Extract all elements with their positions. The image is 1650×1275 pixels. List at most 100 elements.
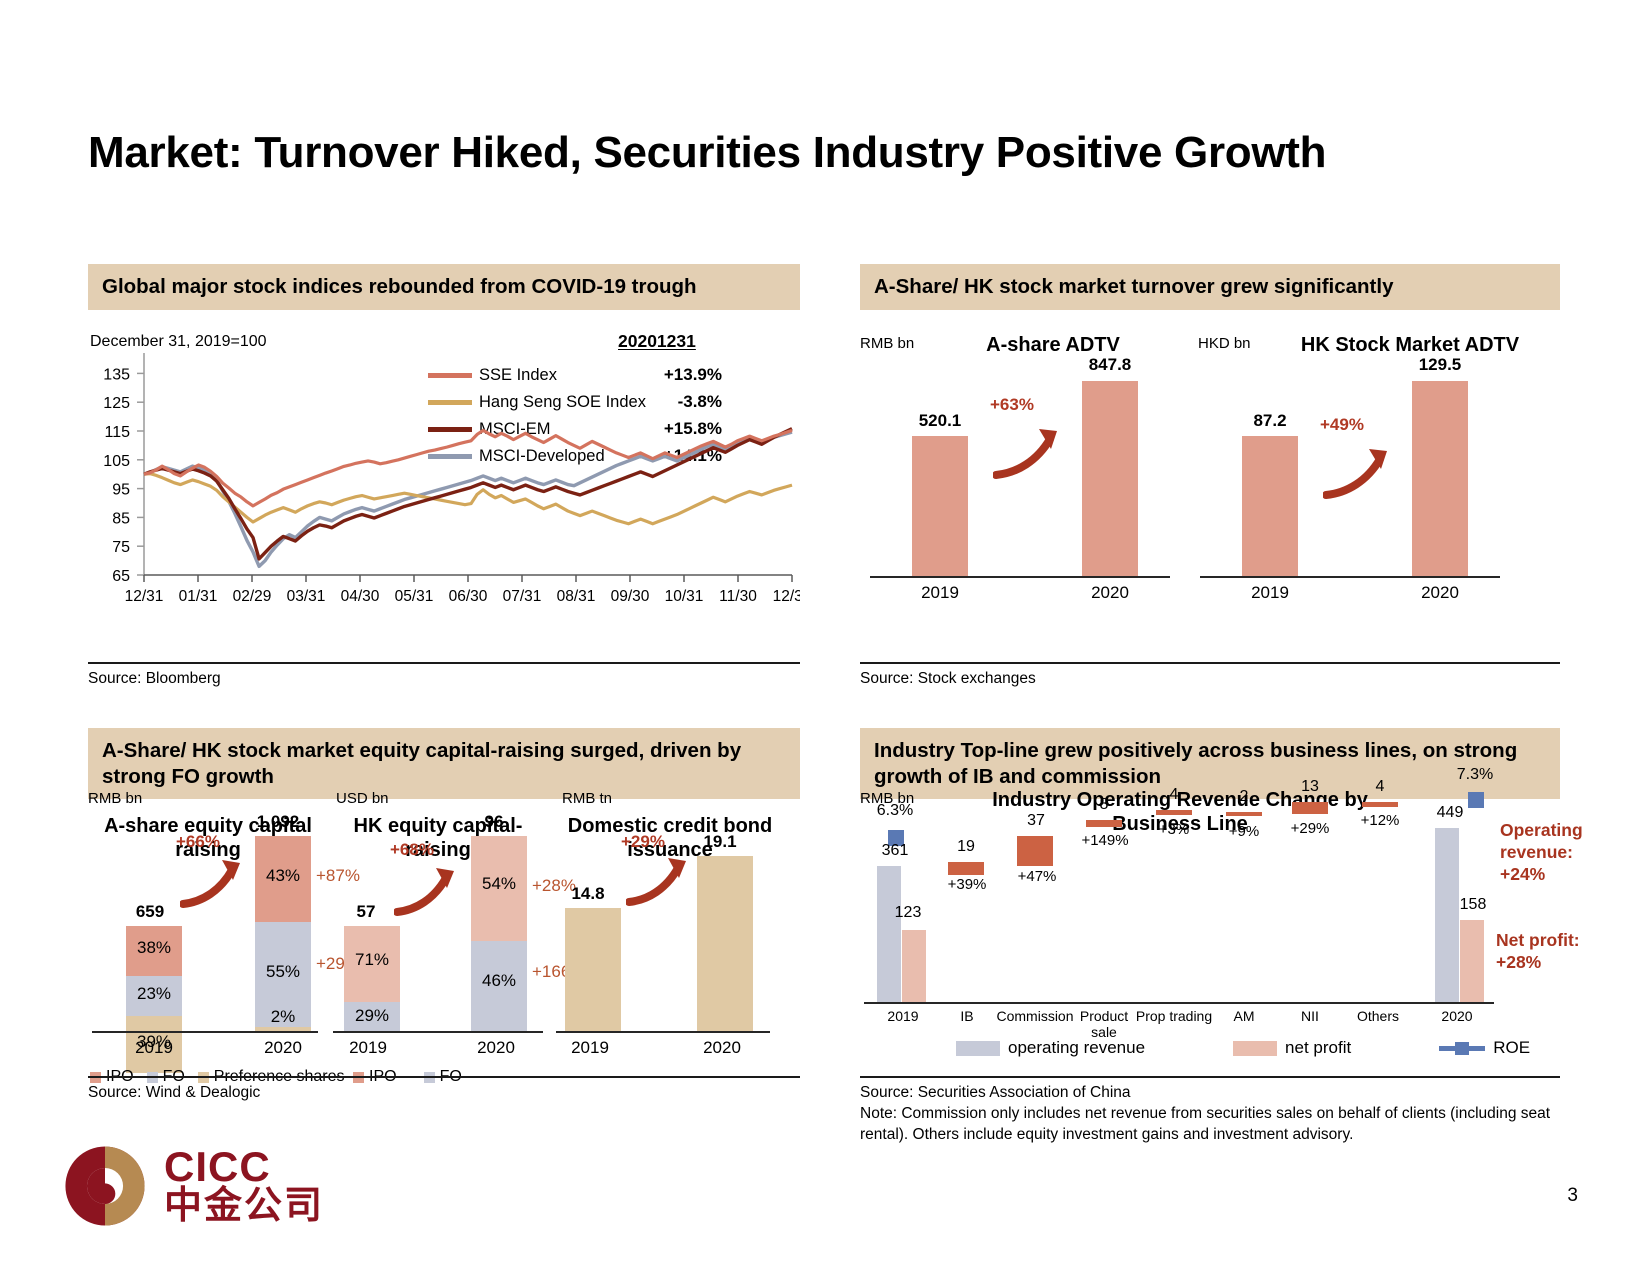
- svg-text:135: 135: [103, 366, 130, 383]
- waterfall-value-ib: 19: [957, 838, 975, 855]
- cicc-logo-text-en: CICC: [164, 1143, 271, 1191]
- waterfall-pct-others: +12%: [1360, 812, 1400, 829]
- a-share-adtv-title: A-share ADTV: [986, 334, 1120, 356]
- legend-label-roe: ROE: [1493, 1038, 1531, 1057]
- legend-item-msci-dev: MSCI-Developed: [428, 447, 605, 466]
- cicc-logo: CICC 中金公司: [62, 1143, 324, 1229]
- a-share-adtv-bar-2019: [912, 436, 968, 576]
- waterfall-unit: RMB bn: [860, 790, 915, 807]
- legend-return-msci-em: +15.8%: [663, 419, 722, 438]
- hk-equity-seg-fo-2020-label: 46%: [481, 971, 517, 990]
- hk-adtv-arrow-icon: [1323, 449, 1387, 499]
- bond-issuance-unit: RMB tn: [562, 790, 613, 807]
- waterfall-value-am: 2: [1239, 788, 1249, 805]
- bond-issuance-title: Domestic credit bond issuance: [567, 815, 773, 861]
- svg-text:65: 65: [112, 568, 130, 585]
- a-share-adtv-value-2019: 520.1: [918, 411, 962, 430]
- svg-text:03/31: 03/31: [287, 588, 326, 605]
- divider-bottom-left: [88, 1076, 800, 1078]
- svg-text:09/30: 09/30: [611, 588, 650, 605]
- panel-bottom-left: A-Share/ HK stock market equity capital-…: [88, 728, 800, 800]
- hk-equity-stack-2020: 54% 46%: [471, 836, 527, 1031]
- hk-equity-total-2019: 57: [356, 902, 376, 921]
- a-share-equity-seg-ipo-2020: 43%: [255, 836, 311, 922]
- svg-text:12/31: 12/31: [125, 588, 164, 605]
- source-bottom-right: Source: Securities Association of China: [860, 1084, 1131, 1101]
- hk-equity-seg-fo-2019-label: 29%: [354, 1006, 390, 1025]
- waterfall-roe-marker-2020: [1468, 792, 1484, 808]
- panel-top-right-header: A-Share/ HK stock market turnover grew s…: [860, 264, 1560, 310]
- waterfall-value-nii: 13: [1301, 778, 1319, 795]
- page-number: 3: [1567, 1185, 1578, 1206]
- legend-swatch-roe: [1439, 1041, 1486, 1055]
- waterfall-title: Industry Operating Revenue Change by Bus…: [992, 789, 1368, 835]
- waterfall-roe-marker-2019: [888, 830, 904, 846]
- panel-top-right: A-Share/ HK stock market turnover grew s…: [860, 264, 1560, 310]
- line-chart-plot: 135 125 115 105 95 85 75 65 12/31 01/31 02/29 03/31…: [103, 353, 800, 605]
- hk-adtv-axis: [1200, 576, 1500, 578]
- svg-text:02/29: 02/29: [233, 588, 272, 605]
- a-share-equity-cat-2019: 2019: [135, 1038, 173, 1057]
- waterfall-cat-ib: IB: [960, 1008, 974, 1024]
- waterfall-bar-commission: [1017, 836, 1053, 866]
- a-share-equity-ipo-growth: +87%: [316, 866, 360, 885]
- waterfall-bar-product: [1086, 820, 1122, 827]
- bond-issuance-arrow-icon: [626, 858, 686, 906]
- waterfall-pct-nii: +29%: [1290, 820, 1330, 837]
- hk-adtv-title: HK Stock Market ADTV: [1300, 334, 1520, 356]
- hk-equity-ipo-growth: +28%: [532, 876, 576, 895]
- waterfall-oprev-2020-label: 449: [1436, 804, 1464, 821]
- hk-equity-seg-ipo-2020-label: 54%: [481, 874, 517, 893]
- hk-equity-seg-ipo-2019-label: 71%: [354, 950, 390, 969]
- hk-equity-unit: USD bn: [336, 790, 389, 807]
- svg-text:07/31: 07/31: [503, 588, 542, 605]
- hk-adtv-cat-2020: 2020: [1421, 583, 1459, 602]
- a-share-equity-seg-fo-2019: 23%: [126, 976, 182, 1016]
- svg-text:06/30: 06/30: [449, 588, 488, 605]
- waterfall-bar-am: [1226, 812, 1262, 816]
- a-share-equity-seg-ipo-2019: 38%: [126, 926, 182, 976]
- hk-adtv-value-2019: 87.2: [1253, 411, 1287, 430]
- waterfall-pct-commission: +47%: [1017, 868, 1057, 885]
- bond-issuance-bar-2020: [697, 856, 753, 1031]
- panel-bottom-right-footer: Source: Securities Association of China …: [860, 1072, 1560, 1145]
- svg-text:12/31: 12/31: [773, 588, 800, 605]
- capital-raising-container: RMB bn USD bn RMB tn A-share equity capi…: [88, 790, 800, 1110]
- page-title: Market: Turnover Hiked, Securities Indus…: [88, 128, 1327, 177]
- waterfall-container: RMB bn Industry Operating Revenue Change…: [860, 766, 1583, 1090]
- a-share-adtv-arrow-icon: [993, 429, 1057, 479]
- bond-issuance-growth: +29%: [621, 832, 665, 851]
- legend-label-net-profit: net profit: [1285, 1038, 1352, 1057]
- a-share-adtv-axis: [870, 576, 1170, 578]
- legend-swatch-net-profit: [1233, 1040, 1278, 1056]
- a-share-equity-seg-pref-2019-label: 39%: [136, 1032, 172, 1051]
- a-share-adtv-cat-2019: 2019: [921, 583, 959, 602]
- a-share-equity-arrow-icon: [180, 860, 240, 908]
- source-top-right: Source: Stock exchanges: [860, 670, 1036, 687]
- legend-item-sse: SSE Index: [428, 366, 557, 385]
- hk-adtv-unit: HKD bn: [1198, 335, 1251, 352]
- svg-text:105: 105: [103, 453, 130, 470]
- cicc-logo-mark-icon: [65, 1146, 145, 1226]
- waterfall-netprofit-2019-label: 123: [894, 904, 922, 921]
- svg-text:75: 75: [112, 539, 130, 556]
- waterfall-roe-2019: 6.3%: [876, 802, 914, 819]
- svg-text:04/30: 04/30: [341, 588, 380, 605]
- hk-adtv-bar-2020: [1412, 381, 1468, 576]
- waterfall-value-prop: 4: [1169, 786, 1179, 803]
- waterfall-roe-2020: 7.3%: [1456, 766, 1494, 783]
- hk-equity-title: HK equity capital-raising: [353, 815, 523, 861]
- bond-issuance-bar-2019: [565, 908, 621, 1031]
- waterfall-value-product: 8: [1099, 796, 1109, 813]
- legend-return-hangseng: -3.8%: [677, 392, 722, 411]
- callout-operating-revenue: Operating revenue: +24%: [1500, 820, 1583, 884]
- waterfall-oprev-bar-2019: [877, 866, 901, 1002]
- panel-bottom-right: Industry Top-line grew positively across…: [860, 728, 1560, 800]
- line-chart-container: December 31, 2019=100 20201231 SSE Index…: [88, 331, 800, 633]
- panel-top-left-footer: Source: Bloomberg: [88, 658, 800, 689]
- legend-label-hangseng: Hang Seng SOE Index: [479, 393, 646, 411]
- hk-equity-axis: [333, 1031, 543, 1033]
- waterfall-netprofit-2020-label: 158: [1459, 896, 1487, 913]
- hk-equity-seg-ipo-2019: 71%: [344, 926, 400, 1002]
